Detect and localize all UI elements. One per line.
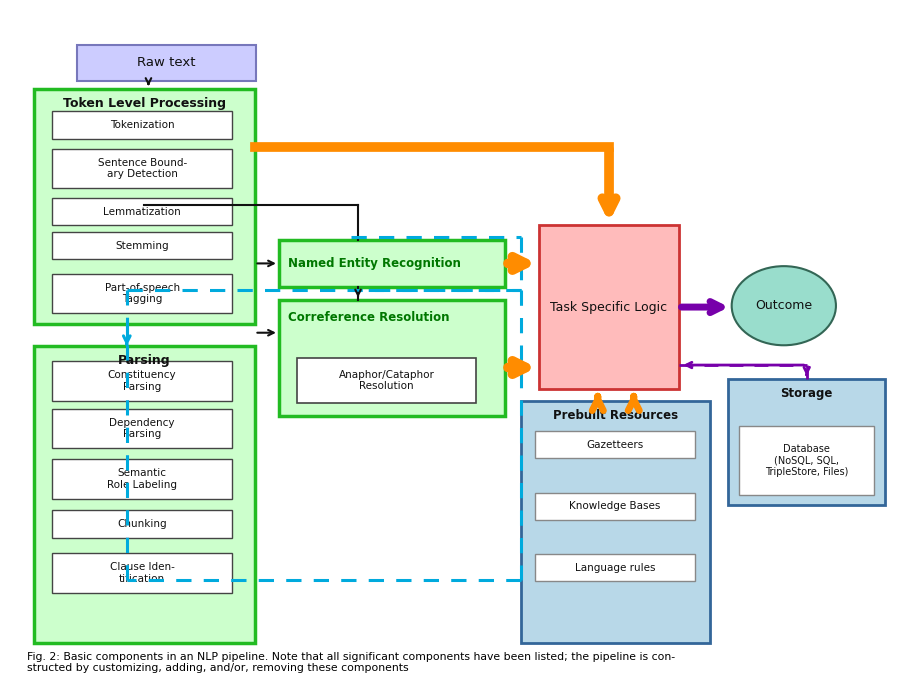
Circle shape <box>732 266 836 345</box>
Bar <box>279 240 505 287</box>
Bar <box>52 459 232 499</box>
Text: Gazetteers: Gazetteers <box>586 440 644 450</box>
Bar <box>535 432 695 459</box>
Text: Dependency
Parsing: Dependency Parsing <box>109 418 175 439</box>
Text: Anaphor/Cataphor
Resolution: Anaphor/Cataphor Resolution <box>338 370 435 391</box>
Bar <box>52 198 232 226</box>
Text: Outcome: Outcome <box>756 299 812 313</box>
Text: Chunking: Chunking <box>117 519 167 529</box>
Text: Part-of-speech
Tagging: Part-of-speech Tagging <box>105 283 180 304</box>
Bar <box>539 226 679 389</box>
Text: Parsing: Parsing <box>118 354 171 367</box>
Bar <box>52 409 232 448</box>
Bar <box>279 300 505 416</box>
Text: Stemming: Stemming <box>116 241 169 251</box>
Text: Token Level Processing: Token Level Processing <box>63 97 226 110</box>
Bar <box>297 358 477 402</box>
Bar <box>52 149 232 189</box>
Bar <box>52 232 232 260</box>
Text: Lemmatization: Lemmatization <box>104 207 181 216</box>
Bar <box>34 89 255 324</box>
Bar <box>34 346 255 642</box>
Bar <box>52 510 232 537</box>
Text: Sentence Bound-
ary Detection: Sentence Bound- ary Detection <box>97 158 187 180</box>
Bar <box>52 111 232 139</box>
Text: Clause Iden-
tification: Clause Iden- tification <box>110 562 174 584</box>
Text: Semantic
Role Labeling: Semantic Role Labeling <box>107 468 177 490</box>
Bar <box>52 553 232 593</box>
Text: Prebuilt Resources: Prebuilt Resources <box>553 409 679 422</box>
Text: Fig. 2: Basic components in an NLP pipeline. Note that all significant component: Fig. 2: Basic components in an NLP pipel… <box>28 651 675 673</box>
Bar <box>77 45 257 81</box>
Text: Named Entity Recognition: Named Entity Recognition <box>288 257 460 270</box>
Text: Language rules: Language rules <box>575 562 655 573</box>
Text: Correference Resolution: Correference Resolution <box>288 311 449 324</box>
Text: Raw text: Raw text <box>138 56 195 70</box>
Text: Constituency
Parsing: Constituency Parsing <box>108 370 176 392</box>
Bar <box>52 274 232 313</box>
Text: Database
(NoSQL, SQL,
TripleStore, Files): Database (NoSQL, SQL, TripleStore, Files… <box>765 444 848 477</box>
Text: Task Specific Logic: Task Specific Logic <box>550 301 668 314</box>
Text: Knowledge Bases: Knowledge Bases <box>569 501 660 512</box>
Text: Tokenization: Tokenization <box>110 120 174 130</box>
Bar <box>522 400 710 642</box>
Bar <box>728 379 886 505</box>
Bar <box>535 493 695 520</box>
Bar <box>739 427 874 495</box>
Bar <box>52 361 232 400</box>
Text: Storage: Storage <box>780 387 833 400</box>
Bar <box>535 554 695 581</box>
